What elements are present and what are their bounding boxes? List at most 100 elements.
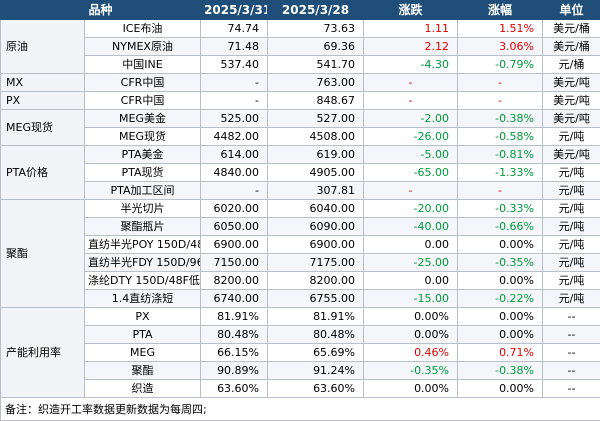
category-cell: PTA价格 [1,146,85,200]
value-date2-cell: 541.70 [268,56,364,74]
pct-change-cell: 1.51% [458,20,543,38]
unit-cell: 元/吨 [543,218,600,236]
change-cell: -40.00 [364,218,458,236]
change-cell: 0.00% [364,308,458,326]
item-name-cell: PTA现货 [85,164,201,182]
header-pct: 涨幅 [458,1,543,20]
unit-cell: -- [543,344,600,362]
value-date2-cell: 7175.00 [268,254,364,272]
item-name-cell: 直纺半光POY 150D/48F [85,236,201,254]
value-date1-cell: 81.91% [201,308,268,326]
value-date2-cell: 763.00 [268,74,364,92]
value-date2-cell: 63.60% [268,380,364,398]
unit-cell: 元/吨 [543,128,600,146]
unit-cell: 元/吨 [543,164,600,182]
value-date2-cell: 527.00 [268,110,364,128]
category-cell: 原油 [1,20,85,74]
change-cell: -5.00 [364,146,458,164]
pct-change-cell: -0.81% [458,146,543,164]
item-name-cell: NYMEX原油 [85,38,201,56]
pct-change-cell: -0.66% [458,218,543,236]
pct-change-cell: -0.79% [458,56,543,74]
value-date1-cell: 525.00 [201,110,268,128]
item-name-cell: MEG美金 [85,110,201,128]
value-date2-cell: 73.63 [268,20,364,38]
item-name-cell: CFR中国 [85,92,201,110]
pct-change-cell: 0.00% [458,272,543,290]
value-date1-cell: 7150.00 [201,254,268,272]
header-unit: 单位 [543,1,600,20]
value-date2-cell: 6040.00 [268,200,364,218]
change-cell: 0.00% [364,326,458,344]
item-name-cell: 涤纶DTY 150D/48F低弹 [85,272,201,290]
category-cell: MEG现货 [1,110,85,146]
change-cell: -20.00 [364,200,458,218]
note-text: 备注：织造开工率数据更新数据为每周四; [1,398,600,421]
category-cell: PX [1,92,85,110]
unit-cell: 美元/桶 [543,20,600,38]
unit-cell: 元/吨 [543,254,600,272]
header-row: 品种 2025/3/31 2025/3/28 涨跌 涨幅 单位 [1,1,600,20]
unit-cell: -- [543,326,600,344]
pct-change-cell: 0.00% [458,308,543,326]
value-date2-cell: 619.00 [268,146,364,164]
header-date1: 2025/3/31 [201,1,268,20]
item-name-cell: 中国INE [85,56,201,74]
category-cell: MX [1,74,85,92]
change-cell: - [364,182,458,200]
unit-cell: 元/吨 [543,200,600,218]
change-cell: 0.00 [364,236,458,254]
value-date1-cell: - [201,182,268,200]
item-name-cell: PTA美金 [85,146,201,164]
change-cell: 2.12 [364,38,458,56]
item-name-cell: 聚酯 [85,362,201,380]
value-date1-cell: 71.48 [201,38,268,56]
value-date1-cell: 63.60% [201,380,268,398]
pct-change-cell: - [458,182,543,200]
unit-cell: 元/吨 [543,182,600,200]
unit-cell: 元/桶 [543,56,600,74]
unit-cell: 美元/桶 [543,38,600,56]
value-date1-cell: 6020.00 [201,200,268,218]
item-name-cell: PTA [85,326,201,344]
value-date2-cell: 307.81 [268,182,364,200]
value-date2-cell: 6900.00 [268,236,364,254]
value-date2-cell: 65.69% [268,344,364,362]
category-cell: 产能利用率 [1,308,85,398]
value-date2-cell: 91.24% [268,362,364,380]
header-product: 品种 [1,1,201,20]
note-row: 备注：织造开工率数据更新数据为每周四; [1,398,600,421]
value-date2-cell: 81.91% [268,308,364,326]
value-date2-cell: 80.48% [268,326,364,344]
change-cell: -0.35% [364,362,458,380]
value-date1-cell: 4482.00 [201,128,268,146]
item-name-cell: 织造 [85,380,201,398]
value-date1-cell: 6900.00 [201,236,268,254]
change-cell: - [364,92,458,110]
value-date2-cell: 848.67 [268,92,364,110]
header-date2: 2025/3/28 [268,1,364,20]
category-cell: 聚酯 [1,200,85,308]
value-date1-cell: 80.48% [201,326,268,344]
item-name-cell: PTA加工区间 [85,182,201,200]
change-cell: -2.00 [364,110,458,128]
item-name-cell: 半光切片 [85,200,201,218]
change-cell: 1.11 [364,20,458,38]
change-cell: -26.00 [364,128,458,146]
